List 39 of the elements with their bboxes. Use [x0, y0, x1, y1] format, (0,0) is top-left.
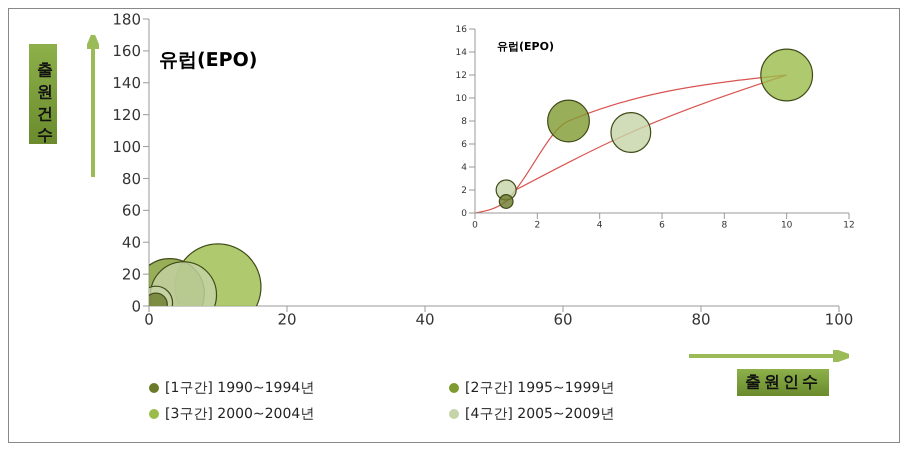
x-tick-label: 60	[553, 310, 573, 329]
legend-label: [3구간] 2000~2004년	[165, 405, 314, 423]
y-tick-label: 0	[461, 209, 468, 220]
y-tick-label: 0	[131, 297, 141, 316]
text: 유럽(EPO)	[159, 48, 258, 73]
y-axis-title: 출원건수	[29, 44, 57, 144]
x-tick-label: 12	[843, 220, 855, 230]
y-tick-label: 80	[122, 170, 141, 188]
y-tick-label: 20	[122, 265, 141, 284]
x-tick-label: 0	[472, 220, 478, 230]
x-tick-label: 8	[721, 220, 728, 230]
x-tick-label: 4	[596, 220, 603, 230]
y-tick-label: 40	[122, 234, 141, 252]
y-tick-label: 16	[456, 25, 468, 36]
y-tick-label: 180	[112, 10, 141, 28]
x-tick-label: 80	[691, 310, 711, 329]
y-tick-label: 100	[112, 138, 141, 156]
y-tick-label: 140	[112, 74, 141, 92]
x-tick-label: 6	[659, 220, 666, 230]
x-axis-title: 출원인수	[737, 369, 829, 396]
y-tick-label: 12	[456, 71, 467, 82]
legend-label: [2구간] 1995~1999년	[465, 379, 614, 397]
y-tick-label: 4	[461, 163, 468, 174]
x-tick-label: 20	[277, 310, 297, 329]
x-tick-label: 100	[824, 310, 854, 329]
y-tick-label: 14	[456, 48, 468, 58]
legend-label: [4구간] 2005~2009년	[465, 405, 614, 423]
y-tick-label: 8	[461, 117, 468, 128]
text: 유럽(EPO)	[497, 39, 554, 54]
y-tick-label: 10	[456, 94, 468, 104]
y-tick-label: 6	[461, 140, 468, 150]
x-tick-label: 0	[144, 310, 154, 329]
y-tick-label: 120	[112, 106, 141, 124]
legend-label: [1구간] 1990~1994년	[165, 379, 314, 397]
x-tick-label: 40	[415, 310, 435, 329]
y-tick-label: 160	[112, 42, 141, 60]
x-tick-label: 10	[780, 220, 793, 230]
x-tick-label: 2	[534, 220, 540, 230]
y-tick-label: 2	[461, 186, 467, 196]
